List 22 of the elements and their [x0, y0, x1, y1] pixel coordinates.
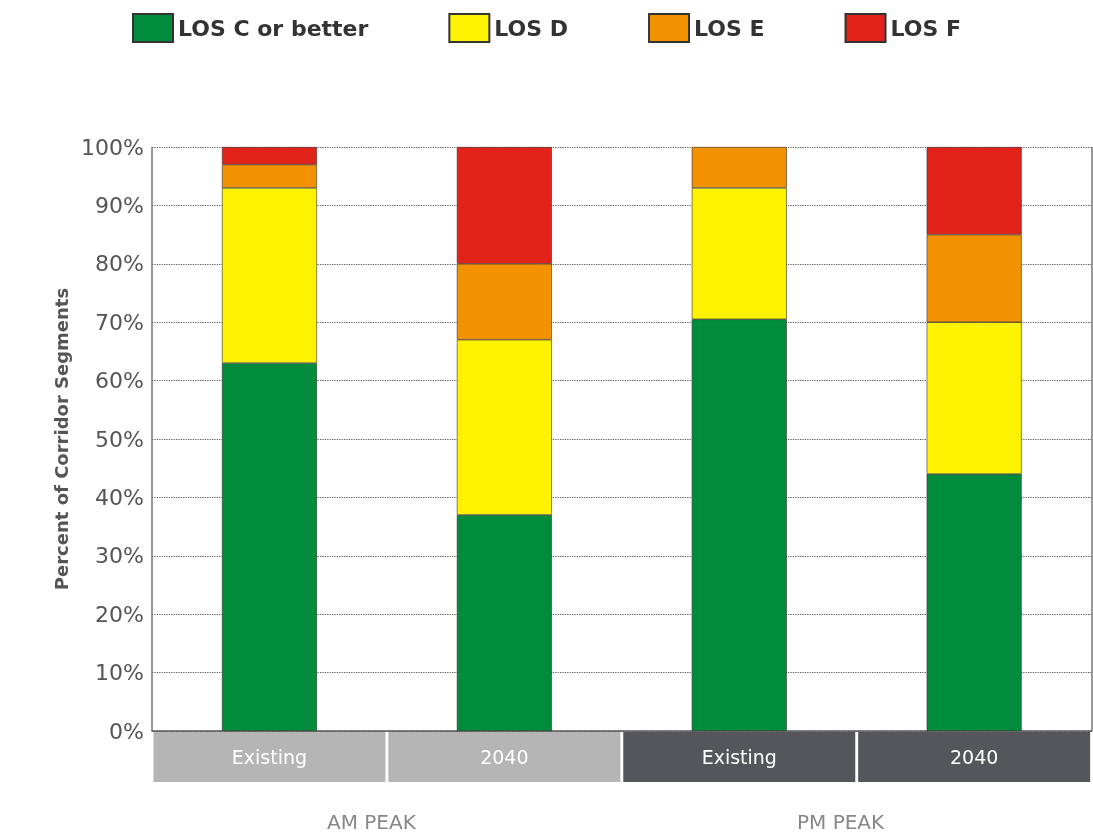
y-tick-label: 20% [95, 601, 144, 627]
y-tick-label: 50% [95, 426, 144, 452]
y-tick-label: 10% [95, 660, 144, 686]
x-tick-label: Existing [701, 746, 777, 768]
text: AM PEAK [327, 810, 417, 834]
legend-label: LOS F [890, 15, 961, 41]
x-tick-label: 2040 [480, 746, 529, 768]
y-tick-label: 30% [95, 543, 144, 569]
y-tick-label: 0% [109, 718, 144, 744]
y-tick-label: 80% [95, 251, 144, 277]
legend-label: LOS C or better [178, 15, 369, 41]
y-tick-label: 70% [95, 309, 144, 335]
y-tick-label: 40% [95, 484, 144, 510]
y-axis-title: Percent of Corridor Segments [50, 287, 72, 591]
text: PM PEAK [797, 810, 886, 834]
y-tick-label: 90% [95, 192, 144, 218]
x-tick-label: 2040 [949, 746, 999, 768]
legend-label: LOS D [494, 15, 569, 41]
y-tick-label: 100% [81, 134, 144, 160]
y-tick-label: 60% [95, 368, 144, 394]
legend-label: LOS E [694, 15, 765, 41]
x-tick-label: Existing [231, 746, 308, 768]
